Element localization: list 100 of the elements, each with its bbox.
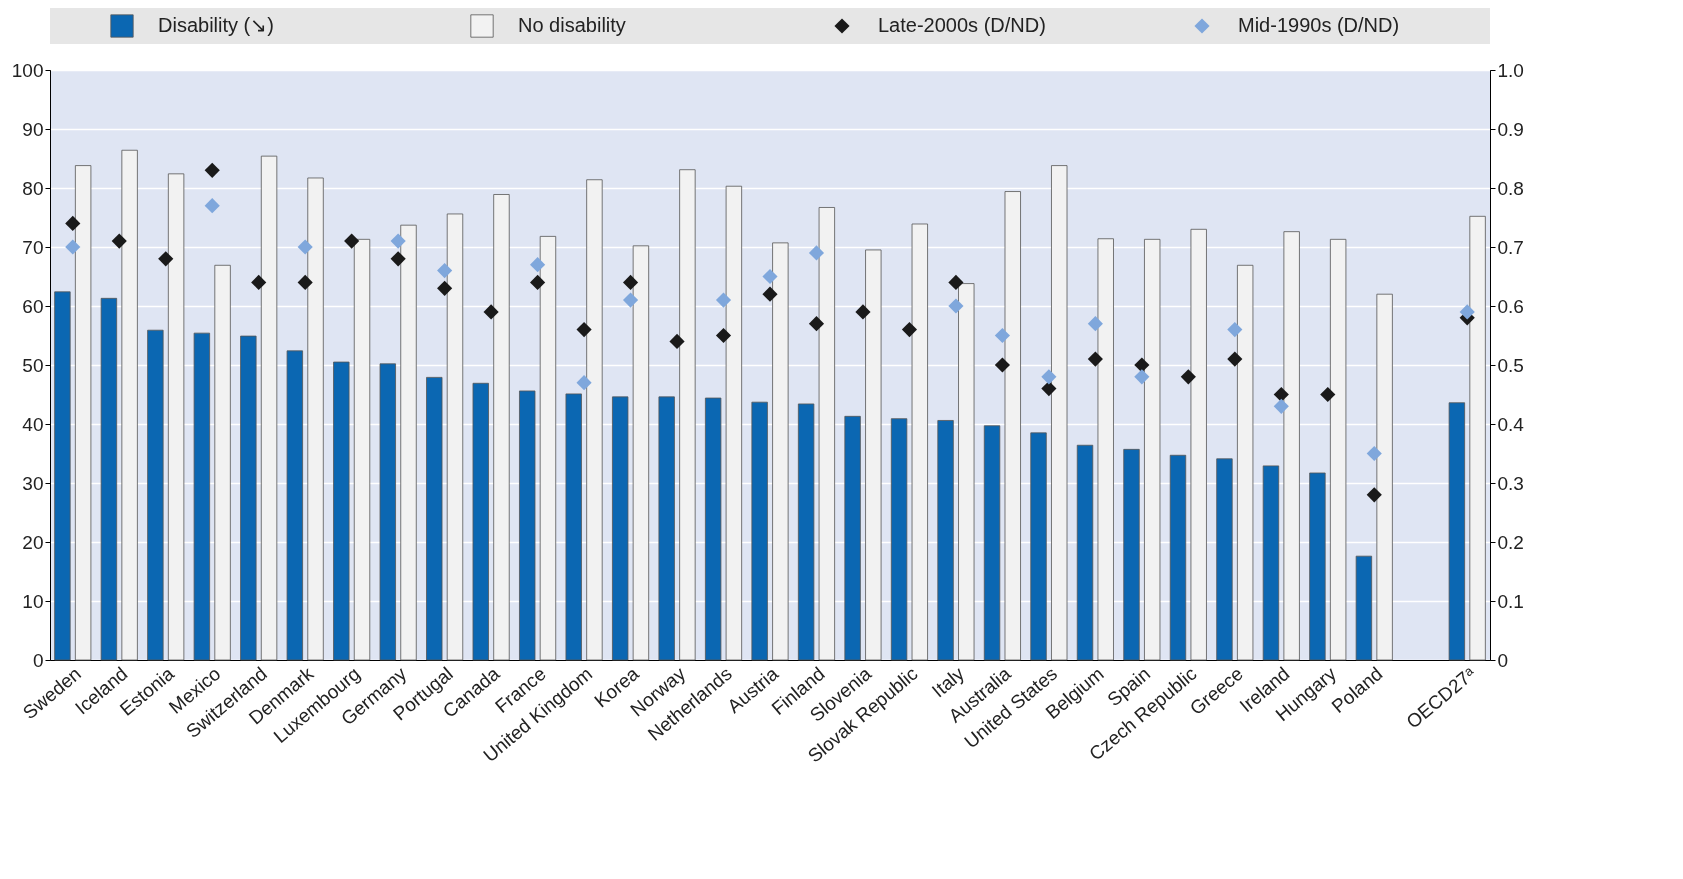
bar bbox=[539, 235, 557, 661]
bar bbox=[1283, 231, 1300, 661]
point bbox=[1320, 386, 1336, 403]
bar bbox=[100, 297, 118, 661]
y-tick-label: 10 bbox=[22, 590, 44, 612]
point bbox=[1366, 445, 1382, 462]
bar bbox=[147, 329, 164, 661]
point bbox=[1366, 487, 1382, 503]
bar bbox=[1355, 555, 1373, 661]
point bbox=[762, 268, 778, 285]
point bbox=[111, 233, 127, 249]
bar bbox=[1051, 165, 1068, 661]
point bbox=[1273, 398, 1289, 414]
bar bbox=[1448, 402, 1466, 661]
y2-tick-label: 0.1 bbox=[1497, 590, 1524, 612]
point bbox=[1459, 304, 1475, 320]
bar bbox=[818, 207, 836, 661]
bar bbox=[1262, 465, 1280, 661]
bar bbox=[493, 194, 510, 661]
point bbox=[855, 304, 871, 320]
point bbox=[1087, 316, 1103, 332]
point bbox=[344, 233, 360, 249]
point bbox=[622, 274, 639, 290]
y-tick-label: 70 bbox=[22, 236, 44, 258]
point bbox=[65, 239, 81, 255]
point bbox=[576, 322, 592, 338]
point bbox=[1227, 351, 1243, 367]
legend-label: Disability (↘) bbox=[158, 14, 274, 36]
point bbox=[622, 292, 639, 308]
point bbox=[437, 263, 453, 279]
y-tick-label: 20 bbox=[22, 531, 44, 553]
bar bbox=[1144, 238, 1161, 661]
point bbox=[530, 257, 546, 273]
legend-label: Late-2000s (D/ND) bbox=[878, 14, 1046, 36]
bar bbox=[937, 420, 954, 661]
bar bbox=[426, 376, 443, 661]
y2-tick-label: 0.8 bbox=[1497, 177, 1524, 199]
bar bbox=[260, 155, 278, 661]
point bbox=[390, 233, 406, 249]
legend-label: No disability bbox=[518, 14, 626, 36]
bar bbox=[1004, 191, 1021, 661]
point bbox=[204, 198, 220, 214]
bar bbox=[1469, 215, 1486, 661]
bar bbox=[1076, 444, 1094, 661]
bar bbox=[725, 185, 743, 661]
point bbox=[576, 375, 592, 391]
bar bbox=[704, 397, 722, 661]
y2-tick-label: 0.4 bbox=[1497, 413, 1525, 435]
point bbox=[1041, 381, 1057, 397]
bar bbox=[54, 291, 71, 661]
bar bbox=[586, 179, 603, 661]
bar bbox=[632, 245, 650, 661]
bar bbox=[74, 165, 92, 661]
bar bbox=[679, 169, 696, 661]
point bbox=[901, 322, 918, 338]
legend-label: Mid-1990s (D/ND) bbox=[1238, 14, 1400, 36]
point bbox=[390, 251, 406, 267]
y-tick-label: 100 bbox=[11, 59, 44, 81]
point bbox=[1087, 351, 1103, 367]
bar bbox=[1169, 454, 1187, 661]
y-tick-label: 50 bbox=[22, 354, 44, 376]
point bbox=[994, 357, 1010, 373]
bar bbox=[214, 264, 231, 661]
bar bbox=[1376, 293, 1393, 661]
point bbox=[715, 292, 732, 308]
bar bbox=[1309, 472, 1326, 661]
point bbox=[530, 274, 546, 290]
bar bbox=[446, 213, 464, 661]
y-tick-label: 30 bbox=[22, 472, 44, 494]
point bbox=[483, 304, 499, 320]
y2-tick-label: 0.9 bbox=[1497, 118, 1524, 140]
point bbox=[762, 286, 778, 302]
point bbox=[251, 274, 267, 290]
bar bbox=[167, 173, 185, 661]
y2-tick-label: 0.2 bbox=[1497, 531, 1524, 553]
bar bbox=[865, 249, 882, 661]
point bbox=[808, 245, 825, 261]
y2-tick-label: 1.0 bbox=[1497, 59, 1524, 81]
y-tick-label: 90 bbox=[22, 118, 44, 140]
bar bbox=[911, 223, 928, 661]
bar bbox=[1097, 238, 1114, 661]
point bbox=[948, 274, 964, 290]
point bbox=[1041, 369, 1057, 385]
bar bbox=[1123, 448, 1140, 661]
bar bbox=[612, 396, 629, 661]
y2-tick-label: 0.7 bbox=[1497, 236, 1524, 258]
point bbox=[1227, 322, 1243, 338]
bar bbox=[1030, 432, 1047, 661]
bar bbox=[353, 238, 371, 661]
y2-tick-label: 0.3 bbox=[1497, 472, 1524, 494]
point bbox=[715, 327, 732, 344]
bar bbox=[797, 403, 815, 661]
point bbox=[297, 274, 313, 290]
bar bbox=[958, 283, 975, 661]
bar bbox=[1237, 264, 1254, 661]
bar bbox=[1216, 458, 1233, 661]
bar bbox=[286, 350, 303, 661]
bar bbox=[472, 382, 489, 661]
bar bbox=[519, 390, 536, 661]
bar bbox=[658, 396, 675, 661]
